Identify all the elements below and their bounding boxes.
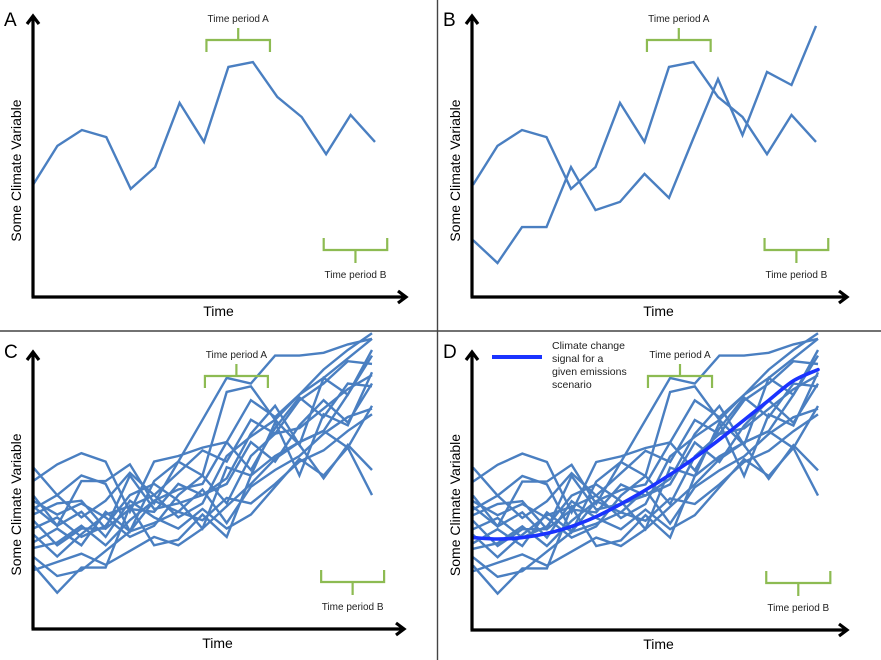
climate-signal-curve bbox=[471, 367, 820, 541]
series-line-member-3 bbox=[472, 337, 819, 516]
panel-letter: D bbox=[443, 342, 457, 363]
y-axis-arrowhead bbox=[25, 349, 41, 361]
x-axis-arrowhead bbox=[397, 289, 409, 305]
x-axis-label: Time bbox=[203, 303, 234, 319]
legend-text-line: scenario bbox=[552, 379, 592, 391]
period-label: Time period A bbox=[649, 350, 711, 361]
series-line-member-7 bbox=[472, 382, 819, 550]
brace-top bbox=[203, 364, 269, 388]
series-line-member-11 bbox=[472, 382, 820, 531]
series-line-member-9 bbox=[32, 374, 373, 539]
series-line-realization-1 bbox=[471, 60, 817, 191]
panel-c: C Time Some Climate Variable Time period A T… bbox=[4, 332, 407, 651]
period-label: Time period B bbox=[325, 270, 387, 281]
series-group bbox=[472, 332, 820, 596]
time-period-a-annotation: Time period A bbox=[205, 14, 272, 52]
y-axis-label: Some Climate Variable bbox=[8, 99, 24, 241]
brace-bottom bbox=[765, 571, 832, 596]
y-axis-arrowhead bbox=[25, 13, 41, 25]
series-line-member-15 bbox=[472, 405, 820, 573]
panel-a: A Time Some Climate Variable Time period A T… bbox=[4, 10, 409, 319]
series-line-member-11 bbox=[32, 382, 374, 531]
series-line-member-3 bbox=[32, 337, 373, 515]
series-group bbox=[32, 332, 374, 595]
x-axis-label: Time bbox=[643, 636, 674, 652]
series-line-member-4 bbox=[32, 332, 373, 519]
time-period-b-annotation: Time period B bbox=[320, 570, 386, 613]
series-line-member-2 bbox=[472, 337, 819, 529]
brace-bottom bbox=[763, 238, 830, 263]
y-axis-arrowhead bbox=[464, 349, 480, 361]
series-line-member-14 bbox=[472, 445, 820, 540]
series-line-member-15 bbox=[32, 405, 374, 572]
time-period-b-annotation: Time period B bbox=[322, 238, 389, 281]
x-axis-arrowhead bbox=[838, 289, 850, 305]
period-label: Time period B bbox=[322, 602, 384, 613]
legend-text-line: given emissions bbox=[552, 366, 627, 378]
series-line-realization-1 bbox=[31, 60, 376, 191]
time-period-b-annotation: Time period B bbox=[763, 238, 830, 281]
brace-top bbox=[646, 364, 714, 388]
x-axis-arrowhead bbox=[838, 622, 850, 638]
period-label: Time period A bbox=[208, 14, 270, 25]
brace-top bbox=[205, 28, 272, 52]
legend-text-line: signal for a bbox=[552, 353, 604, 365]
x-axis-label: Time bbox=[643, 303, 674, 319]
period-label: Time period A bbox=[206, 350, 268, 361]
brace-bottom bbox=[322, 238, 389, 263]
y-axis-label: Some Climate Variable bbox=[447, 434, 463, 576]
y-axis-arrowhead bbox=[464, 13, 480, 25]
period-label: Time period A bbox=[648, 14, 710, 25]
panel-letter: C bbox=[4, 342, 18, 363]
series-line-member-2 bbox=[32, 337, 373, 528]
series-line-member-14 bbox=[32, 445, 374, 539]
period-label: Time period B bbox=[767, 603, 829, 614]
brace-bottom bbox=[320, 570, 386, 595]
series-group bbox=[471, 25, 818, 265]
y-axis-label: Some Climate Variable bbox=[8, 433, 24, 575]
y-axis-label: Some Climate Variable bbox=[447, 99, 463, 241]
series-line-member-6 bbox=[32, 359, 373, 559]
time-period-b-annotation: Time period B bbox=[765, 571, 832, 614]
series-line-member-9 bbox=[472, 374, 819, 539]
panel-letter: A bbox=[4, 10, 17, 31]
panel-b: B Time Some Climate Variable Time period A T… bbox=[443, 10, 850, 319]
series-line-member-12 bbox=[32, 413, 373, 578]
series-line-member-7 bbox=[32, 382, 373, 550]
time-period-a-annotation: Time period A bbox=[646, 350, 714, 388]
period-label: Time period B bbox=[765, 270, 827, 281]
time-period-a-annotation: Time period A bbox=[645, 14, 712, 52]
series-line-member-4 bbox=[472, 332, 819, 520]
brace-top bbox=[645, 28, 712, 52]
time-period-a-annotation: Time period A bbox=[203, 350, 269, 388]
legend-text-line: Climate change bbox=[552, 340, 625, 352]
x-axis-label: Time bbox=[202, 635, 233, 651]
series-line-member-6 bbox=[472, 359, 819, 559]
series-line-member-12 bbox=[472, 413, 819, 579]
series-group bbox=[31, 60, 376, 191]
series-line-member-13 bbox=[32, 407, 373, 547]
series-line-realization-2 bbox=[472, 25, 818, 265]
panel-letter: B bbox=[443, 10, 456, 31]
x-axis-arrowhead bbox=[395, 621, 407, 637]
